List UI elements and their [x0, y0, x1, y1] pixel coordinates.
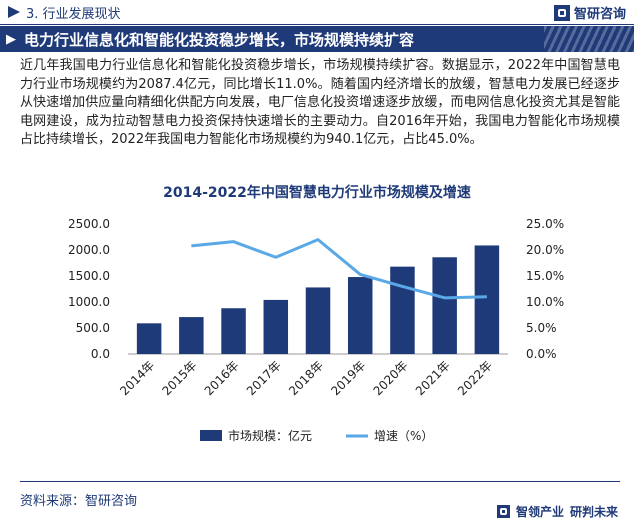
footer-brand: 智领产业 研判未来 [496, 503, 624, 520]
brand-icon [553, 4, 570, 21]
decorative-stripes [544, 26, 634, 52]
x-axis-tick-label: 2021年 [413, 358, 453, 398]
right-axis-tick-label: 25.0% [526, 217, 564, 231]
page-title: 电力行业信息化和智能化投资稳步增长，市场规模持续扩容 [24, 30, 415, 49]
chart-title: 2014-2022年中国智慧电力行业市场规模及增速 [163, 185, 471, 201]
bar [390, 266, 415, 354]
brand-name: 智研咨询 [573, 7, 626, 22]
legend-line-label: 增速（%） [374, 429, 433, 443]
divider [20, 481, 620, 482]
left-axis-tick-label: 0.0 [91, 347, 110, 361]
x-axis-tick-label: 2019年 [328, 358, 368, 398]
left-axis-tick-label: 500.0 [76, 321, 110, 335]
section-label-text: 3. 行业发展现状 [26, 6, 121, 22]
source-note: 资料来源：智研咨询 [20, 494, 138, 509]
chevron-right-icon: ▶ [6, 31, 16, 47]
bar [221, 308, 246, 354]
bar [347, 277, 373, 354]
footer-brand-left: 智领产业 [515, 505, 564, 519]
bar [432, 257, 457, 354]
x-axis-tick-label: 2016年 [202, 358, 242, 398]
left-axis-tick-label: 1500.0 [68, 269, 110, 283]
x-axis-tick-label: 2018年 [286, 358, 326, 398]
x-axis-tick-label: 2017年 [244, 358, 284, 398]
right-axis-tick-label: 20.0% [526, 243, 564, 257]
left-axis-tick-label: 2500.0 [68, 217, 110, 231]
x-axis-tick-label: 2022年 [455, 358, 495, 398]
right-axis-tick-label: 15.0% [526, 269, 564, 283]
intro-paragraph: 近几年我国电力行业信息化和智能化投资稳步增长，市场规模持续扩容。数据显示，202… [20, 58, 620, 148]
section-label: 3. 行业发展现状 [0, 0, 131, 24]
right-axis-tick-label: 10.0% [526, 295, 564, 309]
footer-brand-right: 研判未来 [569, 505, 618, 519]
top-bar: 3. 行业发展现状 智研咨询 [0, 0, 634, 25]
legend-bar-label: 市场规模：亿元 [228, 428, 312, 443]
growth-line [191, 238, 487, 300]
bar [474, 245, 500, 354]
bar [136, 323, 162, 354]
legend-bar-swatch [200, 430, 222, 441]
x-axis-tick-label: 2015年 [159, 358, 199, 398]
brand-logo: 智研咨询 [553, 3, 626, 22]
left-axis-tick-label: 2000.0 [68, 243, 110, 257]
x-axis-tick-label: 2020年 [371, 358, 411, 398]
bar [263, 299, 289, 354]
right-axis-tick-label: 5.0% [526, 321, 557, 335]
x-axis-tick-label: 2014年 [117, 358, 157, 398]
left-axis-tick-label: 1000.0 [68, 295, 110, 309]
right-axis-tick-label: 0.0% [526, 347, 557, 361]
bar [305, 287, 331, 354]
title-bar: ▶ 电力行业信息化和智能化投资稳步增长，市场规模持续扩容 [0, 26, 634, 52]
footer-logo-icon [496, 505, 510, 518]
bar [179, 317, 204, 354]
